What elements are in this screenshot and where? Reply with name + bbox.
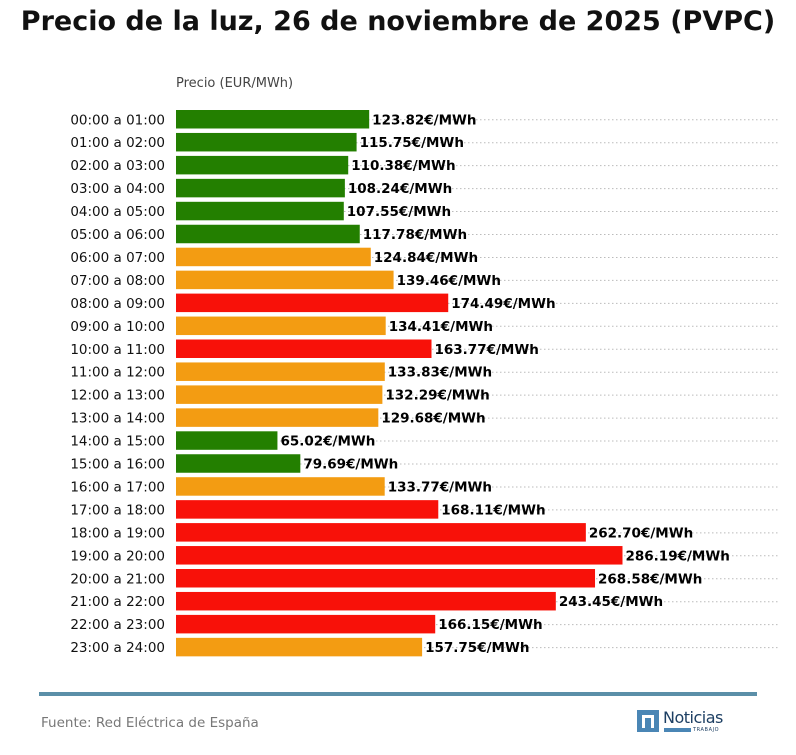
- value-label: 110.38€/MWh: [351, 158, 455, 174]
- value-label: 79.69€/MWh: [303, 457, 398, 473]
- bar: [176, 500, 439, 519]
- value-label: 133.77€/MWh: [388, 479, 492, 495]
- gridlines: [176, 119, 779, 649]
- bar: [176, 431, 278, 450]
- value-label: 139.46€/MWh: [397, 273, 501, 289]
- logo-underline: [664, 728, 691, 732]
- bar: [176, 477, 385, 496]
- bar: [176, 454, 301, 473]
- category-label: 08:00 a 09:00: [70, 296, 165, 312]
- value-label: 157.75€/MWh: [425, 640, 529, 656]
- category-label: 14:00 a 15:00: [70, 434, 165, 450]
- source-note: Fuente: Red Eléctrica de España: [41, 715, 259, 731]
- category-label: 07:00 a 08:00: [70, 273, 165, 289]
- category-label: 09:00 a 10:00: [70, 319, 165, 335]
- n-mark-logo-icon: [637, 710, 659, 732]
- value-label: 268.58€/MWh: [598, 571, 702, 587]
- bar: [176, 247, 371, 267]
- bar: [176, 362, 385, 381]
- category-label: 16:00 a 17:00: [70, 479, 165, 495]
- category-label: 10:00 a 11:00: [70, 342, 165, 358]
- value-label: 163.77€/MWh: [435, 342, 539, 358]
- category-label: 22:00 a 23:00: [70, 617, 165, 633]
- axis-label: Precio (EUR/MWh): [176, 76, 293, 91]
- value-label: 115.75€/MWh: [360, 135, 464, 151]
- category-label: 04:00 a 05:00: [70, 204, 165, 220]
- bar: [176, 637, 423, 657]
- value-label: 107.55€/MWh: [347, 204, 451, 220]
- value-label: 117.78€/MWh: [363, 227, 467, 243]
- value-label: 243.45€/MWh: [559, 594, 663, 610]
- value-label: 174.49€/MWh: [451, 296, 555, 312]
- logo-subtitle: TRABAJO: [693, 727, 720, 733]
- category-label: 23:00 a 24:00: [70, 640, 165, 656]
- bar: [176, 178, 345, 198]
- bar: [176, 132, 357, 152]
- bar: [176, 614, 436, 634]
- bar: [176, 155, 349, 175]
- category-label: 06:00 a 07:00: [70, 250, 165, 266]
- category-label: 15:00 a 16:00: [70, 457, 165, 473]
- value-label: 65.02€/MWh: [280, 434, 375, 450]
- bar: [176, 293, 449, 313]
- value-labels: 123.82€/MWh 115.75€/MWh 110.38€/MWh 108.24€…: [280, 112, 729, 656]
- category-label: 20:00 a 21:00: [70, 571, 165, 587]
- brand-logo: Noticias TRABAJO: [636, 708, 736, 738]
- value-label: 129.68€/MWh: [381, 411, 485, 427]
- bars: [176, 110, 623, 657]
- bar: [176, 201, 344, 221]
- category-labels: 00:00 a 01:00 01:00 a 02:00 02:00 a 03:00 0…: [70, 112, 165, 656]
- bar: [176, 523, 586, 542]
- value-label: 124.84€/MWh: [374, 250, 478, 266]
- value-label: 286.19€/MWh: [626, 548, 730, 564]
- value-label: 132.29€/MWh: [385, 388, 489, 404]
- value-label: 168.11€/MWh: [441, 502, 545, 518]
- price-bar-chart: Precio (EUR/MWh) 00:00 a 01:00 01:00 a 02…: [70, 76, 779, 657]
- logo-name: Noticias: [663, 708, 723, 727]
- category-label: 02:00 a 03:00: [70, 158, 165, 174]
- category-label: 03:00 a 04:00: [70, 181, 165, 197]
- chart-title: Precio de la luz, 26 de noviembre de 202…: [20, 6, 776, 37]
- bar: [176, 270, 394, 290]
- category-label: 17:00 a 18:00: [70, 502, 165, 518]
- bar: [176, 569, 596, 588]
- value-label: 262.70€/MWh: [589, 525, 693, 541]
- category-label: 12:00 a 13:00: [70, 388, 165, 404]
- footer-divider: [39, 692, 757, 696]
- value-label: 108.24€/MWh: [348, 181, 452, 197]
- category-label: 01:00 a 02:00: [70, 135, 165, 151]
- value-label: 134.41€/MWh: [389, 319, 493, 335]
- bar: [176, 316, 386, 336]
- bar: [176, 110, 370, 129]
- category-label: 00:00 a 01:00: [70, 112, 165, 128]
- value-label: 123.82€/MWh: [372, 112, 476, 128]
- category-label: 05:00 a 06:00: [70, 227, 165, 243]
- value-label: 133.83€/MWh: [388, 365, 492, 381]
- bar: [176, 591, 556, 611]
- bar: [176, 408, 379, 427]
- category-label: 21:00 a 22:00: [70, 594, 165, 610]
- bar: [176, 339, 432, 358]
- category-label: 11:00 a 12:00: [70, 365, 165, 381]
- category-label: 13:00 a 14:00: [70, 411, 165, 427]
- category-label: 19:00 a 20:00: [70, 548, 165, 564]
- bar: [176, 224, 360, 244]
- value-label: 166.15€/MWh: [438, 617, 542, 633]
- category-label: 18:00 a 19:00: [70, 525, 165, 541]
- bar: [176, 546, 623, 565]
- bar: [176, 385, 383, 404]
